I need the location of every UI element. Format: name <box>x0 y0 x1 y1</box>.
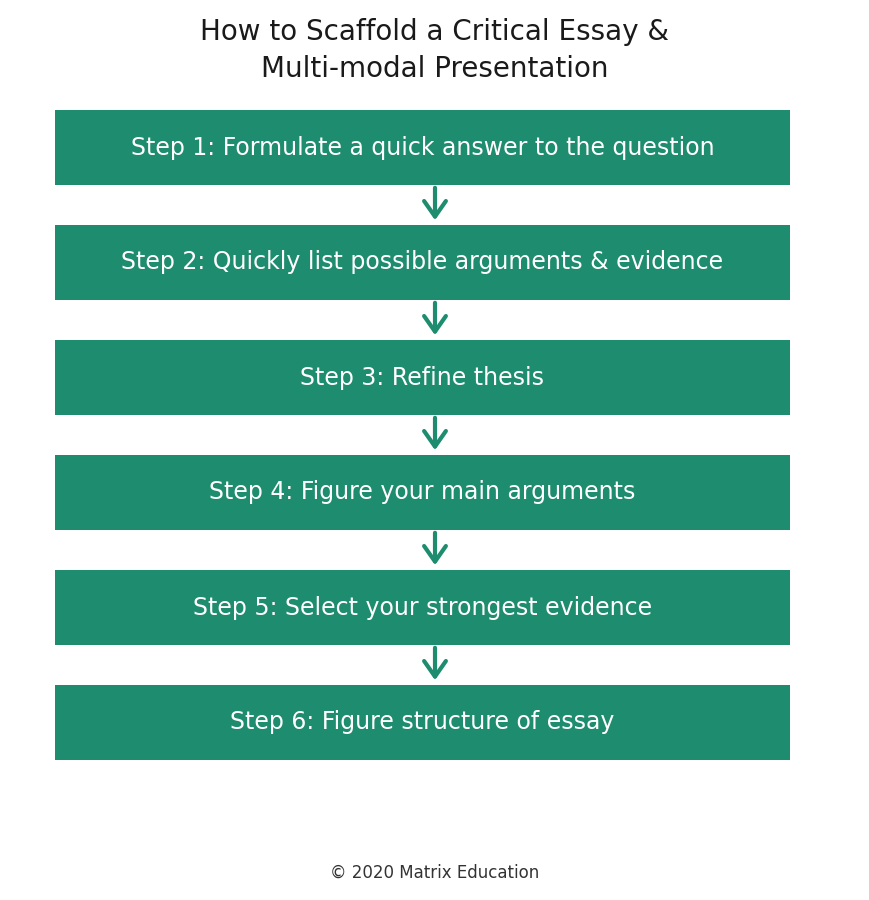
Text: Step 5: Select your strongest evidence: Step 5: Select your strongest evidence <box>193 596 651 619</box>
Text: Step 3: Refine thesis: Step 3: Refine thesis <box>300 365 544 390</box>
Text: Step 1: Formulate a quick answer to the question: Step 1: Formulate a quick answer to the … <box>130 136 713 159</box>
Text: Step 2: Quickly list possible arguments & evidence: Step 2: Quickly list possible arguments … <box>122 250 723 274</box>
Text: How to Scaffold a Critical Essay &
Multi-modal Presentation: How to Scaffold a Critical Essay & Multi… <box>200 18 669 83</box>
Text: © 2020 Matrix Education: © 2020 Matrix Education <box>330 864 539 882</box>
FancyBboxPatch shape <box>55 110 789 185</box>
FancyBboxPatch shape <box>55 340 789 415</box>
FancyBboxPatch shape <box>55 570 789 645</box>
FancyBboxPatch shape <box>55 685 789 760</box>
FancyBboxPatch shape <box>55 225 789 300</box>
FancyBboxPatch shape <box>55 455 789 530</box>
Text: Step 6: Figure structure of essay: Step 6: Figure structure of essay <box>230 710 614 734</box>
Text: Step 4: Figure your main arguments: Step 4: Figure your main arguments <box>209 481 635 505</box>
